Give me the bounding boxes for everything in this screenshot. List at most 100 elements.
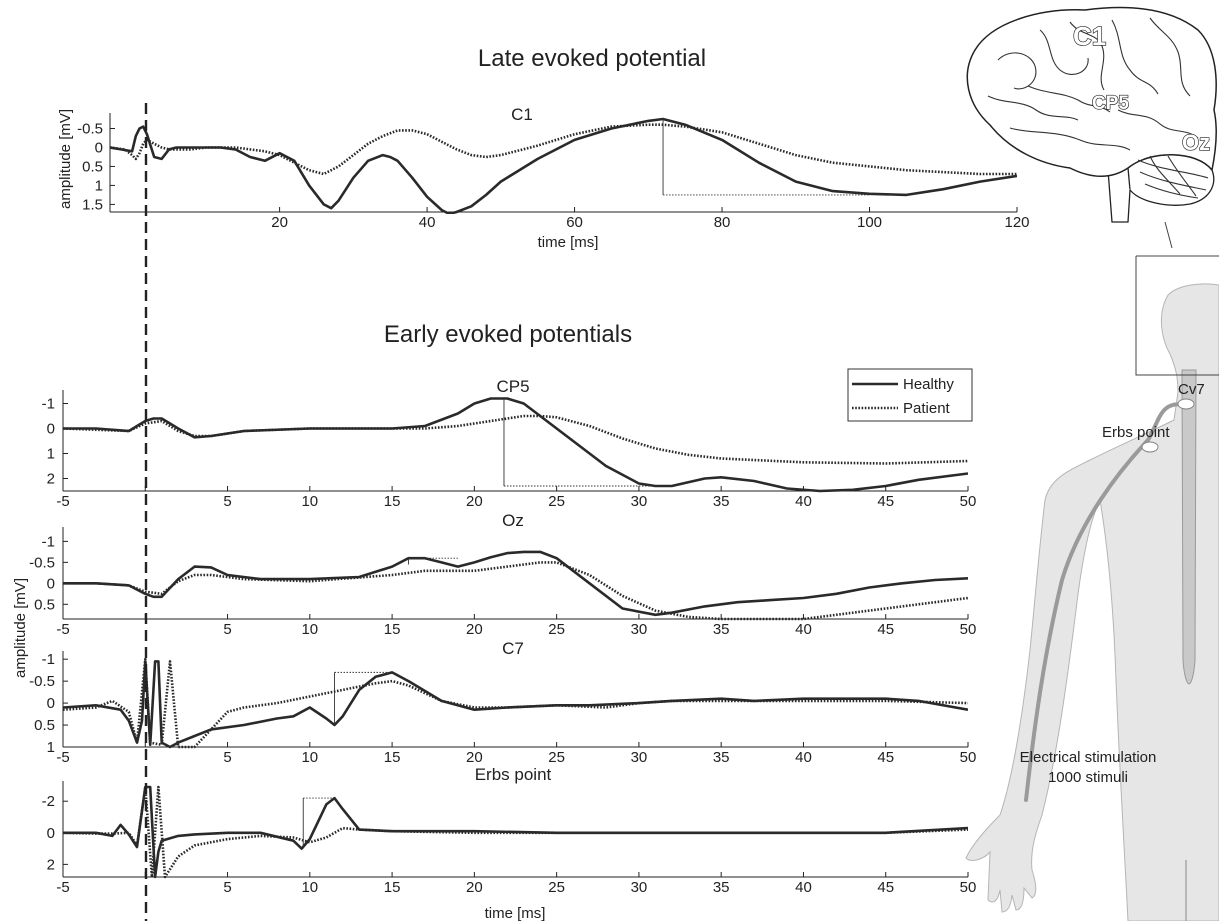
stimulation-label-line1: Electrical stimulation [1020,749,1157,766]
brain-diagram: C1 CP5 Oz [966,6,1217,223]
cp5-x-tick-label: -5 [56,493,69,510]
c7-x-tick-label: 30 [631,749,648,766]
legend: Healthy Patient [847,368,973,422]
c1-y-tick-label: 0 [95,139,103,156]
brain-label-cp5: CP5 [1092,93,1129,114]
c1-series-healthy [110,117,1017,214]
c7-y-tick-label: 1 [47,739,55,756]
oz-x-tick-label: -5 [56,621,69,638]
c7-x-tick-label: 5 [223,749,231,766]
c1-x-tick-label: 60 [566,214,583,231]
c1-y-tick-label: 0.5 [82,158,103,175]
erbs-title: Erbs point [475,765,552,784]
c1-x-tick-label: 100 [857,214,882,231]
cp5-series-patient [63,414,968,465]
oz-x-tick-label: 35 [713,621,730,638]
spinal-cord [1181,369,1197,685]
chart-erbs: -5 5 10 15 20 25 30 35 40 45 50 -2 0 2 Erbs point [42,765,977,896]
late-amplitude-label: amplitude [mV] [57,109,74,209]
early-title: Early evoked potentials [384,321,632,348]
c7-title: C7 [502,639,524,658]
body-diagram: Cv7 Erbs point Electrical stimulation 10… [965,221,1219,921]
brain-outline [966,6,1217,177]
erbs-electrode [1141,441,1159,453]
c7-y-tick-label: 0 [47,695,55,712]
cp5-y-tick-label: 1 [47,446,55,463]
c1-title: C1 [511,105,533,124]
oz-x-tick-label: 5 [223,621,231,638]
c7-x-tick-label: 20 [466,749,483,766]
c7-x-tick-label: 10 [301,749,318,766]
brain-sulci [987,17,1209,199]
oz-x-tick-label: 40 [795,621,812,638]
legend-box [847,368,973,422]
c1-x-tick-label: 20 [271,214,288,231]
stimulation-label-line2: 1000 stimuli [1048,769,1128,786]
oz-series-patient [63,561,968,621]
oz-y-tick-label: -1 [42,533,55,550]
oz-y-tick-label: 0.5 [34,596,55,613]
cp5-x-tick-label: 40 [795,493,812,510]
c7-series-healthy [63,660,968,749]
erbs-x-tick-label: 15 [384,879,401,896]
c1-y-tick-label: -0.5 [77,120,103,137]
oz-x-tick-label: 25 [548,621,565,638]
c7-x-tick-label: 50 [960,749,977,766]
erbs-x-tick-label: -5 [56,879,69,896]
c7-x-tick-label: 45 [877,749,894,766]
c1-y-tick-label: 1 [95,177,103,194]
erbs-y-tick-label: 0 [47,825,55,842]
c7-y-tick-label: 0.5 [34,717,55,734]
c7-y-tick-label: -1 [42,651,55,668]
chart-oz: -5 5 10 15 20 25 30 35 40 45 50 -1 -0.5 0 0.5 Oz [29,511,976,638]
erbs-series-healthy [63,785,968,879]
brain-label-oz: Oz [1182,130,1210,155]
c7-x-tick-label: 40 [795,749,812,766]
c7-x-tick-label: 35 [713,749,730,766]
erbs-x-tick-label: 20 [466,879,483,896]
chart-c7: -5 5 10 15 20 25 30 35 40 45 50 -1 -0.5 0 0.5 1 C7 [29,639,976,766]
erbs-series-patient [63,785,968,879]
head-box [1135,255,1219,376]
oz-y-tick-label: 0 [47,575,55,592]
erbs-x-tick-label: 50 [960,879,977,896]
legend-healthy-label: Healthy [903,376,954,393]
c7-y-tick-label: -0.5 [29,673,55,690]
nerve-path [1024,402,1188,802]
c7-series-patient [63,657,968,749]
c1-series-patient [110,123,1017,176]
erbs-x-tick-label: 30 [631,879,648,896]
chart-cp5: -5 5 10 15 20 25 30 35 40 45 50 -1 0 1 2 CP5 [42,377,977,510]
cp5-series-healthy [63,397,968,493]
erbs-x-tick-label: 10 [301,879,318,896]
cp5-x-tick-label: 15 [384,493,401,510]
c1-x-tick-label: 80 [714,214,731,231]
cp5-x-tick-label: 20 [466,493,483,510]
erbs-x-tick-label: 35 [713,879,730,896]
erbs-y-tick-label: -2 [42,793,55,810]
cp5-y-tick-label: 2 [47,471,55,488]
cp5-x-tick-label: 25 [548,493,565,510]
late-time-label: time [ms] [538,234,599,251]
early-time-label: time [ms] [485,905,546,921]
c7-x-tick-label: 25 [548,749,565,766]
cp5-x-tick-label: 10 [301,493,318,510]
cv7-electrode [1177,398,1195,410]
erbs-x-tick-label: 25 [548,879,565,896]
cp5-x-tick-label: 30 [631,493,648,510]
erbs-x-tick-label: 5 [223,879,231,896]
oz-x-tick-label: 20 [466,621,483,638]
body-silhouette [965,283,1219,921]
oz-series-healthy [63,550,968,617]
erbs-label: Erbs point [1102,424,1170,441]
brain-label-c1: C1 [1073,21,1106,51]
cv7-label: Cv7 [1178,381,1205,398]
cp5-y-tick-label: -1 [42,396,55,413]
c1-x-tick-label: 40 [419,214,436,231]
late-title: Late evoked potential [478,45,706,72]
oz-x-tick-label: 30 [631,621,648,638]
cp5-title: CP5 [496,377,529,396]
zoom-connector [1164,221,1173,249]
c1-y-tick-label: 1.5 [82,196,103,213]
cerebellum [1127,154,1215,206]
